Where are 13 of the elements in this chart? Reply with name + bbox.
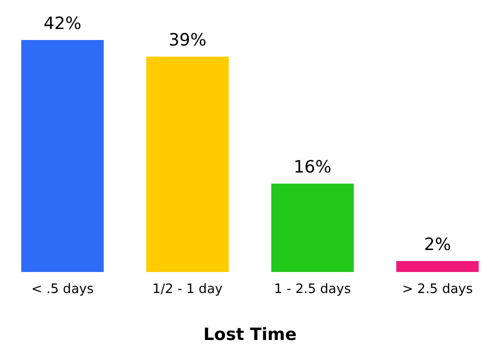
data-label: 2% xyxy=(424,234,451,255)
x-tick-label: < .5 days xyxy=(31,282,94,298)
x-tick-label: 1 - 2.5 days xyxy=(274,282,352,298)
bar xyxy=(396,260,479,272)
bar xyxy=(146,56,229,272)
x-axis-title: Lost Time xyxy=(203,325,297,346)
data-label: 16% xyxy=(294,158,332,178)
data-label: 42% xyxy=(44,14,82,34)
bar xyxy=(271,184,354,272)
bar xyxy=(21,40,104,272)
x-tick-label: > 2.5 days xyxy=(402,282,473,298)
data-label: 39% xyxy=(168,30,206,50)
x-tick-label: 1/2 - 1 day xyxy=(152,282,223,298)
